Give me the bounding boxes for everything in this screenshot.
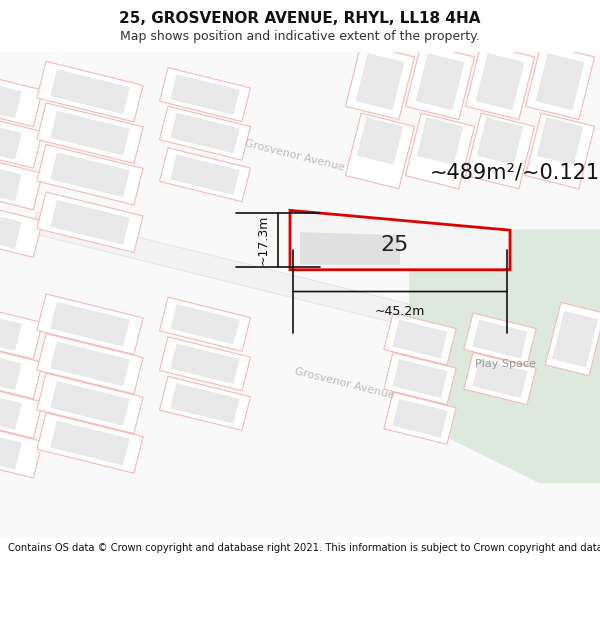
Polygon shape (466, 44, 535, 119)
Polygon shape (0, 329, 43, 399)
Polygon shape (0, 188, 43, 258)
Polygon shape (50, 69, 130, 114)
Text: ~45.2m: ~45.2m (375, 306, 425, 318)
Polygon shape (0, 416, 22, 469)
Polygon shape (464, 352, 536, 404)
Polygon shape (410, 230, 600, 482)
Polygon shape (37, 412, 143, 473)
Polygon shape (170, 154, 239, 195)
Polygon shape (384, 313, 456, 365)
Polygon shape (0, 377, 22, 430)
Polygon shape (0, 106, 22, 160)
Text: ~17.3m: ~17.3m (257, 215, 270, 265)
Polygon shape (537, 118, 583, 165)
Polygon shape (50, 421, 130, 466)
Polygon shape (346, 44, 415, 119)
Polygon shape (406, 44, 475, 119)
Polygon shape (160, 106, 250, 160)
Polygon shape (0, 368, 43, 438)
Text: ~489m²/~0.121ac.: ~489m²/~0.121ac. (430, 162, 600, 182)
Polygon shape (37, 294, 143, 354)
Polygon shape (50, 111, 130, 156)
Polygon shape (50, 381, 130, 426)
Polygon shape (0, 65, 22, 118)
Polygon shape (464, 313, 536, 365)
Text: Map shows position and indicative extent of the property.: Map shows position and indicative extent… (120, 29, 480, 42)
Polygon shape (384, 392, 456, 444)
Polygon shape (0, 148, 22, 201)
Polygon shape (346, 113, 415, 189)
Polygon shape (417, 118, 463, 165)
Text: Grosvenor Avenue: Grosvenor Avenue (244, 139, 346, 173)
Polygon shape (290, 211, 510, 270)
Polygon shape (37, 373, 143, 434)
Polygon shape (37, 144, 143, 205)
Polygon shape (50, 302, 130, 347)
Polygon shape (170, 304, 239, 344)
Polygon shape (160, 376, 250, 431)
Polygon shape (545, 302, 600, 376)
Polygon shape (170, 74, 239, 115)
Polygon shape (0, 140, 43, 210)
Polygon shape (37, 192, 143, 253)
Polygon shape (37, 61, 143, 122)
Polygon shape (300, 232, 400, 265)
Polygon shape (50, 341, 130, 386)
Polygon shape (477, 118, 523, 165)
Polygon shape (0, 337, 22, 391)
Polygon shape (472, 319, 527, 359)
Polygon shape (357, 118, 403, 165)
Text: Play Space: Play Space (475, 359, 535, 369)
Text: 25: 25 (381, 235, 409, 255)
Polygon shape (526, 44, 595, 119)
Polygon shape (160, 68, 250, 121)
Polygon shape (160, 148, 250, 202)
Polygon shape (466, 113, 535, 189)
Polygon shape (170, 344, 239, 384)
Polygon shape (406, 113, 475, 189)
Polygon shape (0, 57, 43, 127)
Polygon shape (37, 334, 143, 394)
Polygon shape (356, 53, 404, 110)
Polygon shape (170, 113, 239, 153)
Polygon shape (472, 359, 527, 398)
Polygon shape (0, 98, 43, 168)
Text: 25, GROSVENOR AVENUE, RHYL, LL18 4HA: 25, GROSVENOR AVENUE, RHYL, LL18 4HA (119, 11, 481, 26)
Polygon shape (392, 359, 448, 398)
Text: Grosvenor Avenue: Grosvenor Avenue (294, 366, 396, 401)
Polygon shape (392, 319, 448, 359)
Polygon shape (50, 200, 130, 244)
Polygon shape (160, 337, 250, 391)
Polygon shape (392, 399, 448, 437)
Polygon shape (384, 352, 456, 404)
Polygon shape (476, 53, 524, 110)
Polygon shape (552, 311, 598, 368)
Polygon shape (526, 113, 595, 189)
Polygon shape (416, 53, 464, 110)
Polygon shape (0, 196, 22, 249)
Polygon shape (0, 289, 43, 359)
Polygon shape (31, 212, 600, 377)
Polygon shape (536, 53, 584, 110)
Polygon shape (0, 298, 22, 351)
Text: Contains OS data © Crown copyright and database right 2021. This information is : Contains OS data © Crown copyright and d… (8, 543, 600, 553)
Polygon shape (37, 103, 143, 163)
Polygon shape (160, 298, 250, 351)
Polygon shape (0, 408, 43, 478)
Polygon shape (50, 152, 130, 197)
Polygon shape (170, 383, 239, 424)
